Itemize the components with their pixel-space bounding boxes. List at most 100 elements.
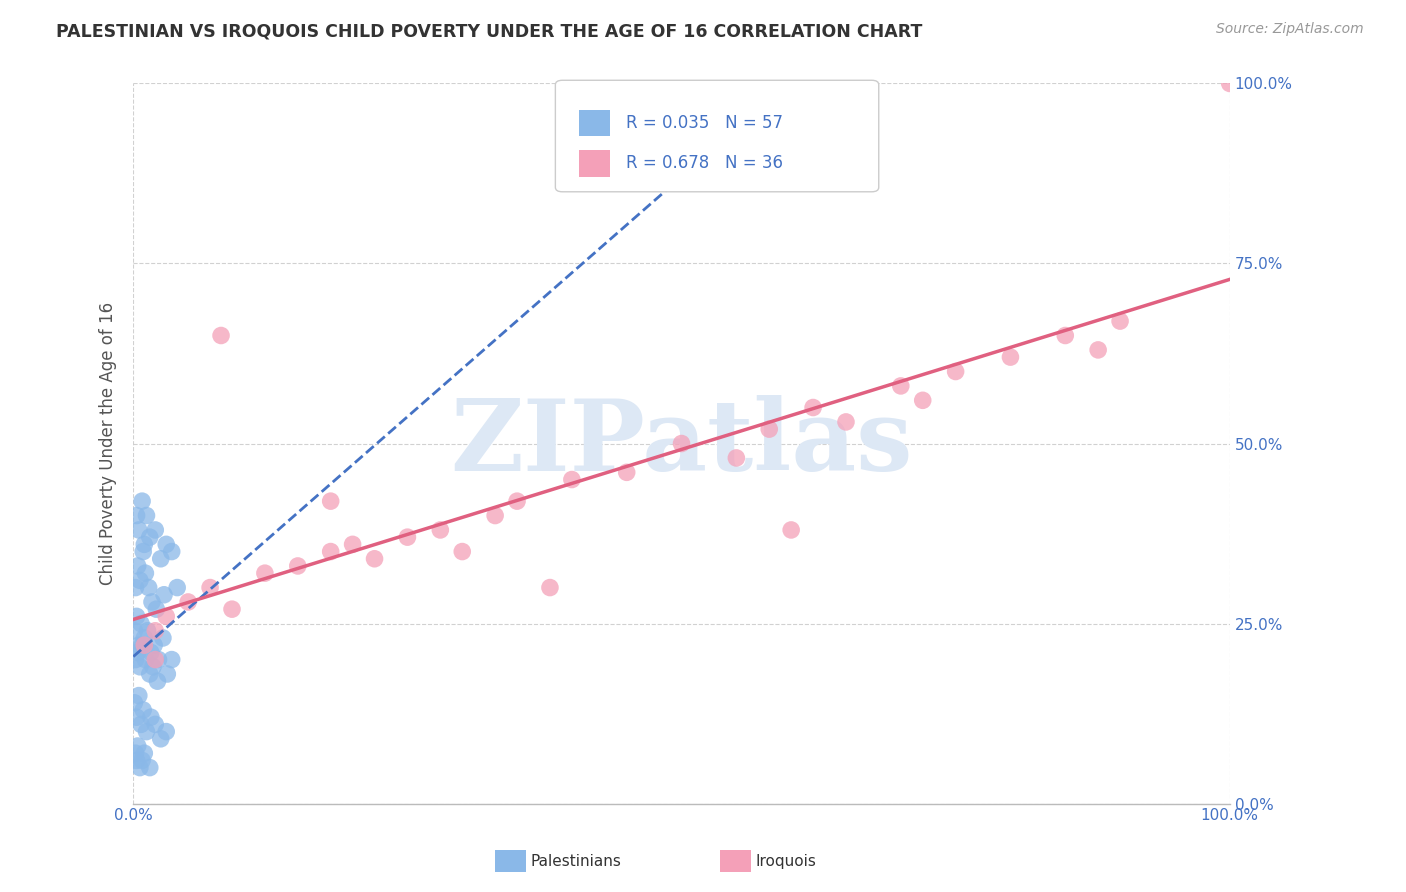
Point (160, 544, 183, 558)
Point (132, 703, 155, 717)
Point (890, 379, 912, 393)
Point (287, 558, 309, 573)
Point (131, 494, 153, 508)
Point (429, 523, 451, 537)
Point (135, 724, 157, 739)
Text: Source: ZipAtlas.com: Source: ZipAtlas.com (1216, 22, 1364, 37)
Point (156, 667, 179, 681)
Point (396, 530, 419, 544)
Point (725, 450, 748, 465)
Point (134, 566, 156, 581)
Y-axis label: Child Poverty Under the Age of 16: Child Poverty Under the Age of 16 (100, 302, 117, 585)
Point (125, 508, 148, 523)
Point (835, 415, 858, 429)
Point (149, 731, 172, 746)
Point (1000, 350, 1022, 364)
Point (911, 393, 934, 408)
Point (135, 508, 157, 523)
Text: Palestinians: Palestinians (530, 854, 621, 869)
Point (139, 530, 162, 544)
Point (143, 624, 166, 638)
Point (134, 652, 156, 666)
Point (506, 494, 529, 508)
Point (1087, 343, 1109, 357)
Point (945, 364, 967, 378)
Point (363, 551, 385, 566)
Point (153, 588, 176, 602)
Point (155, 609, 177, 624)
Point (758, 422, 780, 436)
Point (1109, 314, 1132, 328)
Point (129, 761, 152, 775)
Point (134, 638, 156, 652)
Point (128, 638, 150, 652)
Point (342, 537, 364, 551)
Point (146, 674, 169, 689)
Point (127, 645, 149, 659)
Point (1054, 328, 1077, 343)
Point (152, 631, 174, 645)
Point (155, 724, 177, 739)
Point (125, 710, 148, 724)
Point (134, 746, 156, 760)
Text: R = 0.678   N = 36: R = 0.678 N = 36 (626, 154, 783, 172)
Point (143, 523, 166, 537)
Point (451, 544, 474, 558)
Point (142, 660, 165, 674)
Point (139, 645, 162, 659)
Point (139, 761, 162, 775)
Point (160, 652, 183, 666)
Point (124, 652, 146, 666)
Point (127, 558, 149, 573)
Point (538, 581, 561, 595)
Point (145, 602, 167, 616)
Point (616, 466, 638, 480)
Point (131, 753, 153, 767)
Text: ZIPatlas: ZIPatlas (450, 395, 912, 492)
Text: R = 0.035   N = 57: R = 0.035 N = 57 (626, 114, 783, 132)
Point (780, 523, 803, 537)
Point (143, 717, 166, 731)
Point (125, 609, 148, 624)
Point (139, 667, 162, 681)
Point (128, 689, 150, 703)
Text: Iroquois: Iroquois (755, 854, 815, 869)
Point (671, 436, 693, 450)
Point (124, 581, 146, 595)
Point (148, 652, 170, 666)
Point (561, 473, 583, 487)
Point (128, 523, 150, 537)
Point (134, 631, 156, 645)
Point (139, 710, 162, 724)
Point (155, 537, 177, 551)
Point (1219, 77, 1241, 91)
Point (319, 544, 342, 558)
Point (124, 746, 146, 760)
Text: PALESTINIAN VS IROQUOIS CHILD POVERTY UNDER THE AGE OF 16 CORRELATION CHART: PALESTINIAN VS IROQUOIS CHILD POVERTY UN… (56, 22, 922, 40)
Point (484, 508, 506, 523)
Point (141, 595, 163, 609)
Point (166, 581, 188, 595)
Point (131, 638, 153, 652)
Point (129, 574, 152, 588)
Point (143, 652, 166, 666)
Point (198, 581, 221, 595)
Point (319, 494, 342, 508)
Point (136, 624, 159, 638)
Point (125, 753, 148, 767)
Point (149, 551, 172, 566)
Point (124, 696, 146, 710)
Point (127, 739, 149, 753)
Point (143, 638, 166, 652)
Point (138, 581, 160, 595)
Point (221, 602, 243, 616)
Point (124, 624, 146, 638)
Point (132, 544, 155, 558)
Point (129, 660, 152, 674)
Point (801, 401, 824, 415)
Point (134, 537, 156, 551)
Point (177, 595, 200, 609)
Point (129, 717, 152, 731)
Point (209, 328, 232, 343)
Point (253, 566, 276, 581)
